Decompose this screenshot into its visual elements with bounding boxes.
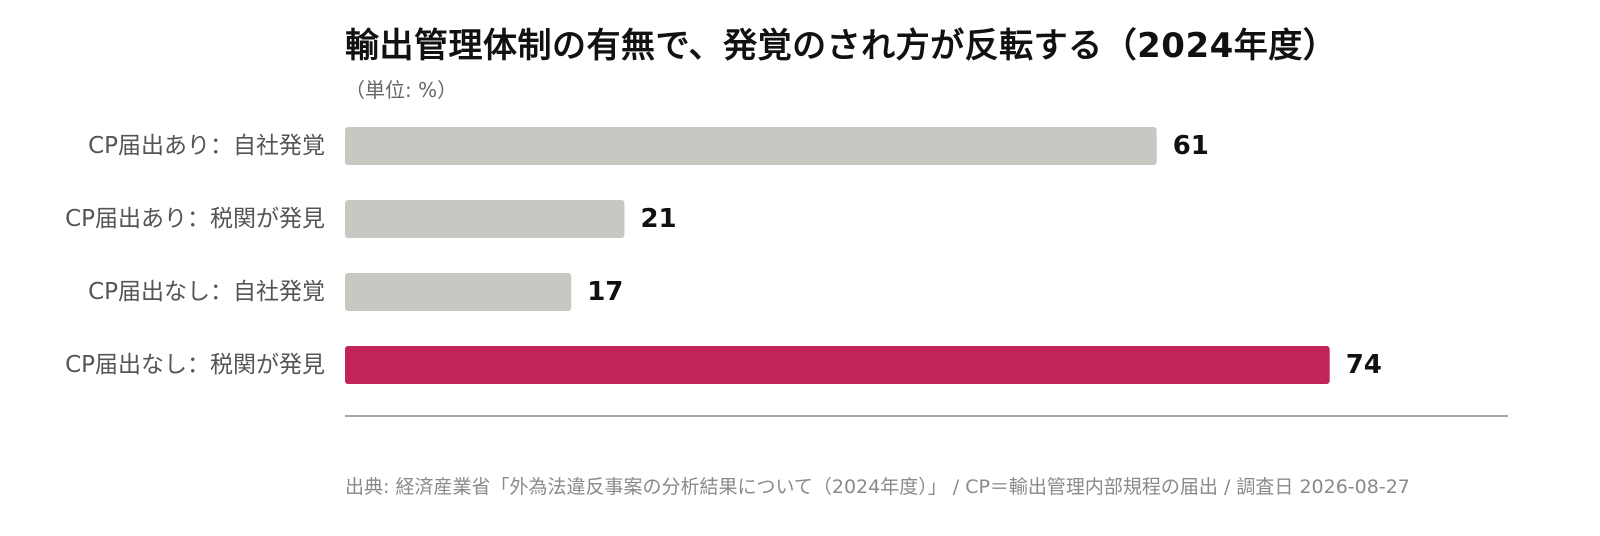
category-label-1: CP届出あり：税関が発見: [65, 206, 325, 232]
bar-3: [345, 346, 1330, 384]
bar-2: [345, 273, 572, 311]
bar-0: [345, 127, 1157, 165]
chart-unit-subtitle: （単位: %）: [345, 78, 458, 102]
value-label-2: 17: [587, 277, 623, 307]
value-label-3: 74: [1346, 350, 1382, 380]
chart-source-note: 出典: 経済産業省「外為法違反事案の分析結果について（2024年度）」 / CP…: [345, 476, 1410, 498]
category-label-2: CP届出なし：自社発覚: [88, 279, 325, 305]
chart-title: 輸出管理体制の有無で、発覚のされ方が反転する（2024年度）: [345, 26, 1338, 66]
value-label-1: 21: [640, 204, 676, 234]
category-label-0: CP届出あり：自社発覚: [88, 133, 325, 159]
category-label-3: CP届出なし：税関が発見: [65, 352, 325, 378]
value-label-0: 61: [1173, 131, 1209, 161]
bar-1: [345, 200, 625, 238]
